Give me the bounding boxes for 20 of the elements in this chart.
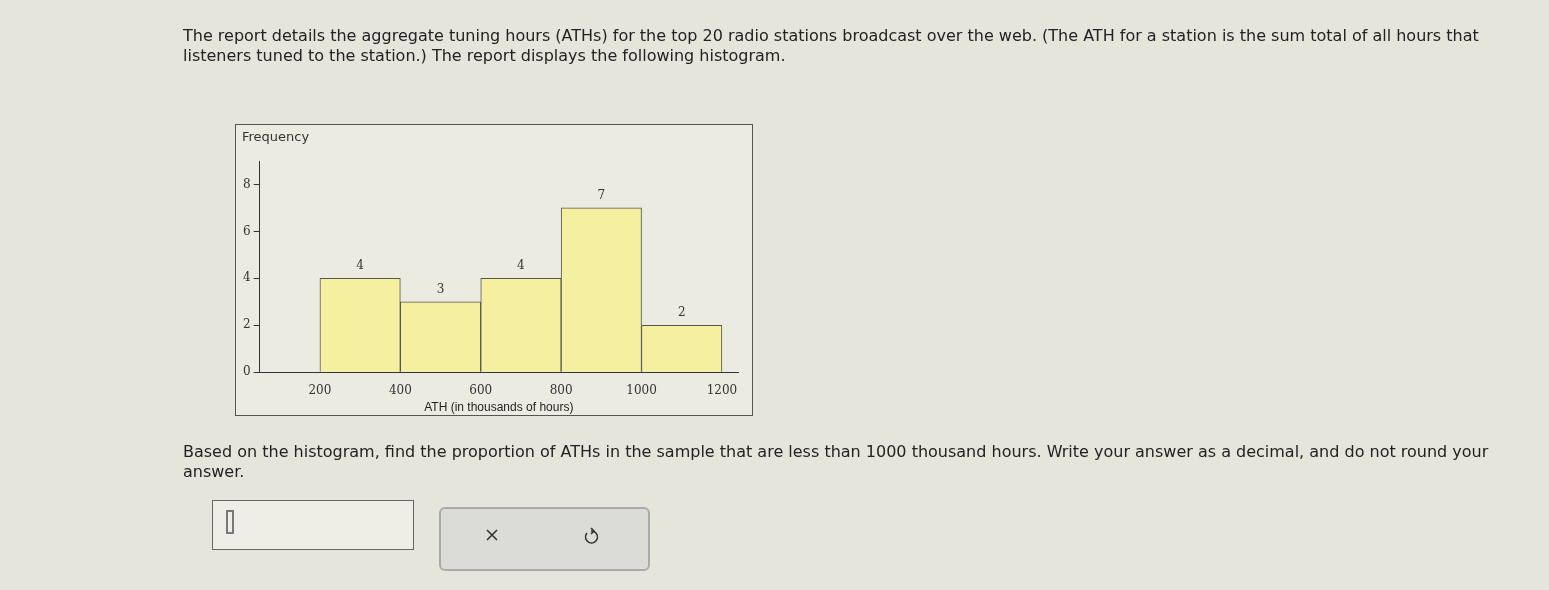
text: The report details the aggregate tuning hours (ATHs) for the top 20 radio stations broadcast over the web. (The ATH for a station is the sum total of all hours that listeners tuned to the station.) The report displays the following histogram. — [183, 26, 1480, 66]
data-label: 4 — [517, 258, 526, 273]
x-tick-label: 800 — [549, 382, 573, 397]
data-label: 2 — [677, 305, 686, 320]
x-tick-label: 200 — [308, 382, 332, 397]
y-tick-label: 6 — [242, 223, 251, 238]
x-tick-label: 1200 — [706, 382, 738, 397]
text: Based on the histogram, find the proportion of ATHs in the sample that are less than 1000 thousand hours. Write your answer as a decimal, and do not round your answer. — [183, 442, 1490, 482]
data-label: 7 — [597, 188, 606, 203]
y-tick-label: 4 — [242, 270, 251, 285]
x-axis-title: ATH (in thousands of hours) — [424, 400, 574, 415]
y-tick-label: 2 — [242, 317, 251, 332]
y-tick-label: 8 — [242, 176, 251, 191]
y-axis-title: Frequency — [242, 128, 310, 144]
x-tick-label: 1000 — [626, 382, 657, 397]
data-label: 4 — [356, 258, 365, 273]
x-tick-label: 400 — [388, 382, 412, 397]
y-tick-label: 0 — [242, 364, 251, 379]
x-tick-label: 600 — [469, 382, 493, 397]
data-label: 3 — [436, 281, 445, 296]
